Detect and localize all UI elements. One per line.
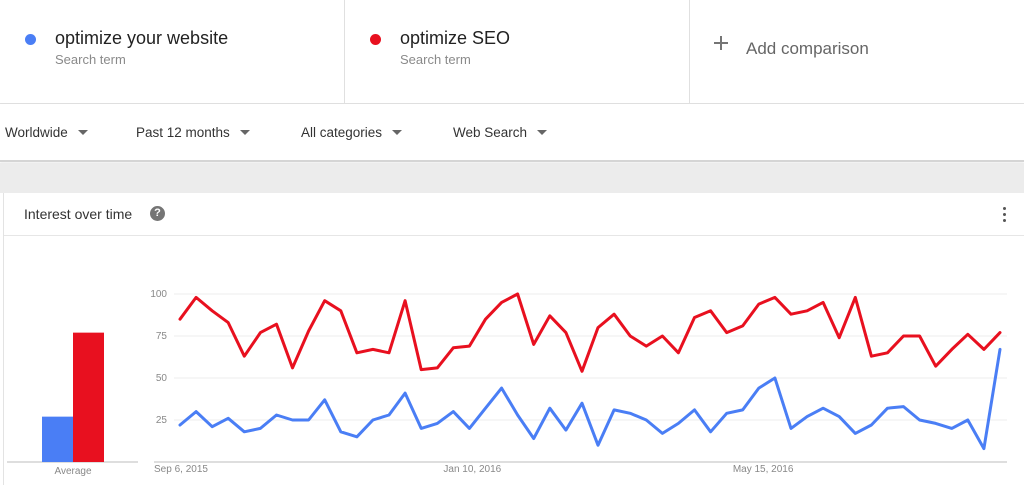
add-comparison-button[interactable]: Add comparison xyxy=(690,0,1024,104)
series-line-1 xyxy=(178,347,1002,451)
search-term-card-1[interactable]: optimize your website Search term xyxy=(0,0,345,104)
y-tick-label-50: 50 xyxy=(156,373,168,384)
dropdown-arrow-icon xyxy=(537,130,548,135)
question-mark-icon[interactable]: ? xyxy=(150,206,165,221)
add-comparison-label: Add comparison xyxy=(746,39,869,58)
y-tick-label-100: 100 xyxy=(150,289,167,300)
x-tick-label-3: May 15, 2016 xyxy=(733,464,794,475)
region-dropdown-label: Worldwide xyxy=(5,125,68,140)
search-terms-bar: optimize your website Search term optimi… xyxy=(0,0,1024,104)
series-color-dot xyxy=(370,34,381,45)
card-title: Interest over time xyxy=(24,206,133,222)
time-range-dropdown-label: Past 12 months xyxy=(136,125,230,140)
search-term-label: Search term xyxy=(400,52,471,67)
dropdown-arrow-icon xyxy=(392,130,403,135)
section-gap xyxy=(0,163,1024,193)
time-range-dropdown[interactable]: Past 12 months xyxy=(136,125,250,140)
y-tick-label-25: 25 xyxy=(156,415,168,426)
dropdown-arrow-icon xyxy=(239,130,250,135)
series-color-dot xyxy=(25,34,36,45)
search-term-label: Search term xyxy=(55,52,126,67)
plus-icon xyxy=(714,36,728,50)
average-bar-2 xyxy=(73,332,104,462)
search-term-name: optimize SEO xyxy=(400,28,511,48)
x-tick-label-1: Sep 6, 2015 xyxy=(154,464,208,475)
average-bar-1 xyxy=(42,416,73,462)
search-term-card-2[interactable]: optimize SEO Search term xyxy=(345,0,690,104)
card-header: Interest over time ? xyxy=(4,193,1024,236)
series-line-2 xyxy=(178,292,1002,373)
dropdown-arrow-icon xyxy=(77,130,88,135)
x-tick-label-2: Jan 10, 2016 xyxy=(443,464,501,475)
interest-over-time-card: Interest over time ? Average 25 50 75 100 Sep… xyxy=(3,193,1024,485)
y-tick-label-75: 75 xyxy=(156,331,168,342)
average-label: Average xyxy=(54,466,92,477)
category-dropdown-label: All categories xyxy=(301,125,383,140)
category-dropdown[interactable]: All categories xyxy=(301,125,403,140)
filter-bar: Worldwide Past 12 months All categories … xyxy=(0,104,1024,162)
more-vertical-icon[interactable] xyxy=(998,206,1010,224)
search-type-dropdown-label: Web Search xyxy=(453,125,528,140)
search-term-name: optimize your website xyxy=(55,28,229,48)
search-type-dropdown[interactable]: Web Search xyxy=(453,125,548,140)
interest-chart: Average 25 50 75 100 Sep 6, 2015 Jan 10, 2016 M… xyxy=(7,289,1007,477)
region-dropdown[interactable]: Worldwide xyxy=(5,125,88,140)
